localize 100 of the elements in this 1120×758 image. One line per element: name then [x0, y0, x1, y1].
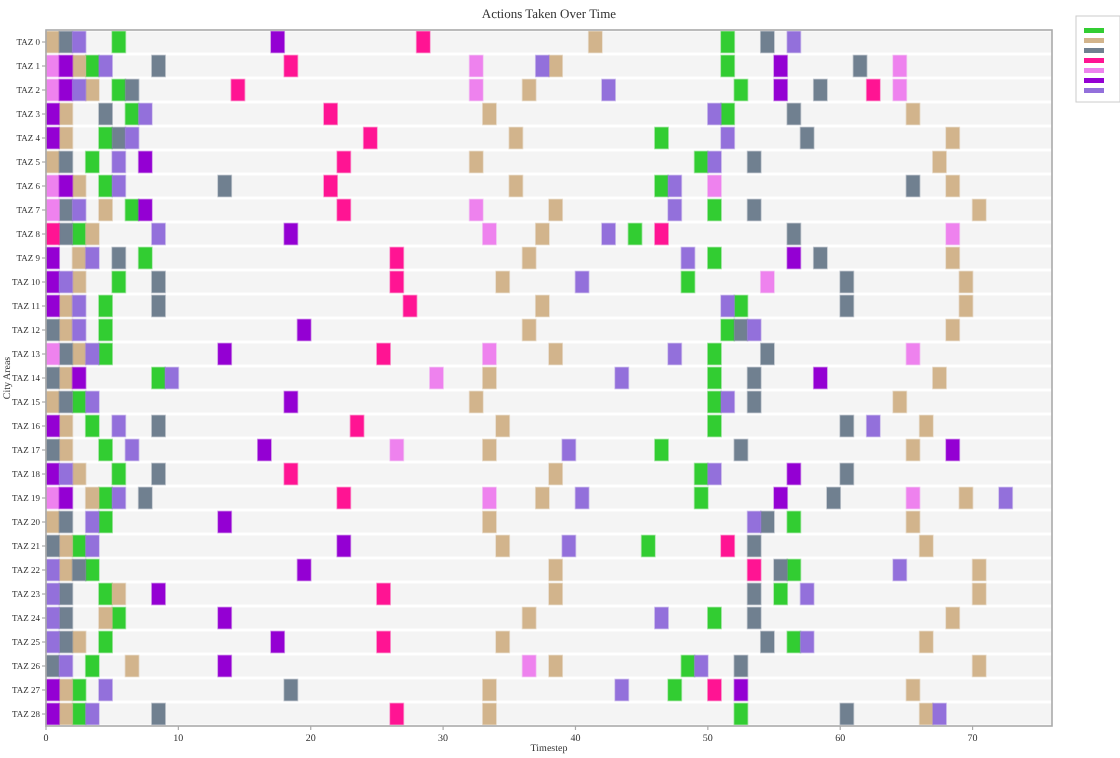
- bar: [574, 486, 590, 510]
- bar: [680, 270, 696, 294]
- bar: [812, 78, 828, 102]
- bar: [945, 438, 961, 462]
- bar: [151, 414, 166, 438]
- bar: [905, 174, 921, 198]
- bar: [720, 390, 736, 414]
- bar: [601, 78, 616, 102]
- bar: [84, 390, 100, 414]
- bar: [773, 582, 789, 606]
- bar: [786, 510, 802, 534]
- bar: [71, 630, 87, 654]
- bar: [323, 102, 339, 126]
- bar: [71, 174, 87, 198]
- bar: [548, 342, 564, 366]
- bar: [336, 534, 352, 558]
- bar: [905, 342, 921, 366]
- bar: [521, 78, 537, 102]
- bar: [786, 246, 802, 270]
- bar: [945, 606, 961, 630]
- bar: [614, 678, 630, 702]
- bar: [151, 54, 166, 78]
- bar: [799, 582, 815, 606]
- bar: [230, 78, 246, 102]
- bar: [998, 486, 1014, 510]
- bar: [693, 654, 709, 678]
- bar: [971, 654, 987, 678]
- bar: [98, 54, 113, 78]
- bar: [376, 582, 391, 606]
- bar: [151, 582, 166, 606]
- bar: [137, 198, 153, 222]
- bar: [707, 462, 722, 486]
- bar: [654, 438, 669, 462]
- bar: [124, 654, 140, 678]
- bar: [111, 30, 127, 54]
- bar: [217, 174, 233, 198]
- bar: [707, 174, 722, 198]
- bar: [707, 678, 722, 702]
- bar: [759, 270, 775, 294]
- bar: [151, 702, 166, 726]
- bar: [786, 630, 802, 654]
- bar: [71, 54, 87, 78]
- bar: [654, 126, 669, 150]
- bar: [111, 78, 127, 102]
- bar: [746, 150, 762, 174]
- bar: [137, 246, 153, 270]
- bar: [812, 246, 828, 270]
- bar: [852, 54, 868, 78]
- bar: [746, 534, 762, 558]
- bar: [733, 438, 749, 462]
- bar: [468, 150, 484, 174]
- bar: [561, 534, 577, 558]
- bar: [283, 54, 299, 78]
- bar: [84, 246, 100, 270]
- bar: [58, 174, 74, 198]
- bar: [495, 630, 511, 654]
- bar: [217, 654, 233, 678]
- bar: [429, 366, 444, 390]
- bar: [521, 654, 537, 678]
- bar: [111, 486, 127, 510]
- bar: [918, 630, 934, 654]
- bar: [839, 414, 855, 438]
- bar: [746, 510, 762, 534]
- bar: [58, 150, 74, 174]
- bar: [349, 414, 365, 438]
- bar: [654, 606, 669, 630]
- bar: [746, 318, 762, 342]
- bar: [270, 30, 286, 54]
- bar: [548, 654, 564, 678]
- bar: [587, 30, 603, 54]
- bar: [256, 438, 272, 462]
- bar: [667, 342, 683, 366]
- bar: [707, 246, 722, 270]
- bar: [389, 702, 405, 726]
- bar: [786, 222, 802, 246]
- bar: [958, 486, 974, 510]
- bar: [296, 558, 312, 582]
- bar: [932, 702, 947, 726]
- bar: [283, 222, 299, 246]
- bar: [654, 222, 669, 246]
- bar: [283, 462, 299, 486]
- bar: [799, 630, 815, 654]
- bar: [71, 78, 87, 102]
- bar: [376, 630, 391, 654]
- bar: [508, 174, 524, 198]
- bar: [892, 558, 908, 582]
- bar: [932, 366, 947, 390]
- bar: [601, 222, 616, 246]
- bar: [164, 366, 180, 390]
- bar: [707, 606, 722, 630]
- bar: [71, 198, 87, 222]
- bar: [733, 702, 749, 726]
- bar: [124, 78, 140, 102]
- bar: [270, 630, 286, 654]
- bar: [905, 102, 921, 126]
- bar: [482, 102, 497, 126]
- bar: [759, 30, 775, 54]
- bar: [627, 222, 643, 246]
- bar: [508, 126, 524, 150]
- bar: [905, 486, 921, 510]
